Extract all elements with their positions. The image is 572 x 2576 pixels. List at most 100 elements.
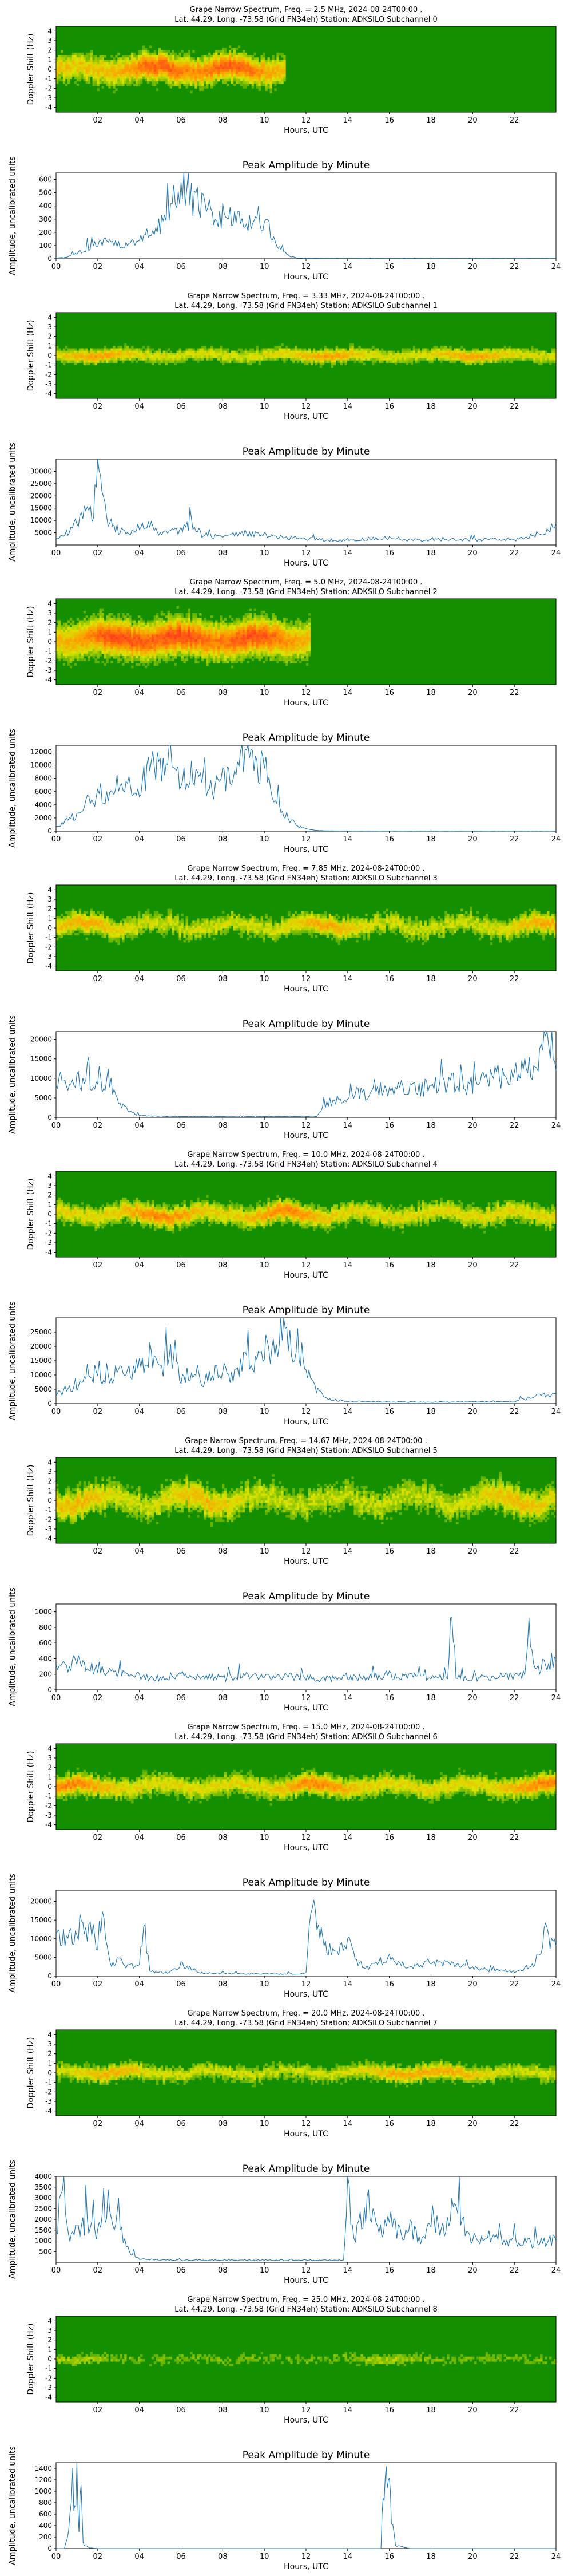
spectrogram-cell [167, 639, 170, 642]
spectrogram-cell [242, 646, 245, 649]
spectrogram-cell [149, 76, 152, 80]
spectrogram-cell [144, 355, 148, 358]
spectrogram-cell [401, 353, 404, 356]
spectrogram-cell [133, 355, 136, 358]
spectrogram-cell [210, 84, 213, 86]
spectrogram-cell [220, 634, 223, 638]
spectrogram-cell [290, 658, 293, 661]
spectrogram-cell [237, 630, 241, 633]
spectrogram-cell [242, 57, 245, 60]
spectrogram-cell [185, 350, 188, 354]
spectrogram-cell [74, 362, 77, 366]
spectrogram-cell [183, 57, 186, 60]
spectrogram-cell [78, 72, 82, 74]
spectrogram-cell [172, 646, 174, 649]
spectrogram-cell [215, 644, 218, 647]
spectrogram-cell [228, 627, 232, 630]
spectrogram-cell [113, 66, 116, 70]
spectrogram-cell [156, 76, 159, 80]
spectrogram-cell [222, 658, 225, 661]
spectrogram-cell [363, 358, 366, 361]
spectrogram-cell [204, 69, 206, 72]
spectrogram-cell [249, 642, 252, 645]
spectrogram-cell [274, 639, 277, 642]
spectrogram-cell [260, 625, 263, 628]
spectrogram-cell [201, 353, 204, 356]
spectrogram-cell [208, 62, 211, 65]
spectrogram-cell [62, 55, 66, 58]
spectrogram-cell [124, 625, 127, 628]
spectrogram-cell [304, 360, 307, 363]
spectrogram-cell [258, 653, 261, 657]
spectrogram-cell [249, 78, 252, 82]
spectrogram-cell [204, 74, 206, 77]
spectrogram-cell [126, 60, 129, 62]
spectrogram-cell [424, 348, 427, 351]
spectrogram-cell [272, 651, 275, 654]
spectrogram-cell [167, 630, 170, 633]
spectrogram-cell [247, 653, 250, 657]
spectrogram-cell [83, 60, 86, 62]
spectrogram-cell [124, 661, 127, 663]
spectrogram-cell [90, 646, 93, 649]
spectrogram-cell [97, 639, 100, 642]
spectrogram-cell [156, 639, 159, 642]
spectrogram-cell [181, 644, 184, 647]
spectrogram-cell [244, 66, 248, 70]
spectrogram-cell [279, 646, 281, 649]
spectrogram-cell [76, 66, 80, 70]
spectrogram-cell [247, 634, 250, 638]
spectrogram-cell [83, 76, 86, 80]
spectrogram-cell [454, 355, 456, 358]
spectrogram-cell [233, 353, 236, 356]
spectrogram-cell [256, 64, 259, 68]
spectrogram-cell [76, 649, 80, 652]
spectrogram-cell [222, 358, 225, 361]
spectrogram-cell [204, 350, 206, 354]
spectrogram-cell [356, 350, 359, 354]
spectrogram-cell [242, 656, 245, 659]
spectrogram-cell [276, 66, 279, 70]
spectrogram-cell [222, 81, 225, 84]
spectrogram-cell [185, 348, 188, 351]
x-tick-label: 18 [426, 689, 436, 697]
spectrogram-cell [58, 69, 61, 72]
spectrogram-cell [258, 86, 261, 89]
spectrogram-cell [117, 651, 120, 654]
spectrogram-cell [208, 78, 211, 82]
spectrogram-cell [281, 355, 284, 358]
spectrogram-cell [244, 651, 248, 654]
spectrogram-cell [265, 630, 268, 633]
spectrogram-cell [81, 632, 84, 635]
spectrogram-cell [349, 350, 352, 354]
spectrogram-cell [176, 634, 179, 638]
spectrogram-cell [72, 625, 75, 628]
spectrogram-cell [92, 642, 95, 645]
spectrogram-cell [201, 625, 204, 628]
spectrogram-cell [178, 69, 181, 72]
spectrogram-cell [153, 649, 157, 652]
spectrogram-cell [476, 360, 479, 363]
spectrogram-cell [197, 60, 200, 62]
spectrogram-cell [117, 656, 120, 659]
spectrogram-cell [129, 76, 132, 80]
spectrogram-cell [78, 656, 82, 659]
amplitude-series-line [55, 172, 557, 259]
spectrogram-cell [267, 632, 270, 635]
spectrogram-cell [204, 72, 206, 74]
spectrogram-cell [117, 64, 120, 68]
spectrogram-cell [233, 360, 236, 363]
spectrogram-cell [101, 76, 104, 80]
spectrogram-cell [467, 358, 470, 361]
spectrogram-cell [417, 350, 420, 354]
spectrogram-cell [199, 637, 202, 640]
spectrogram-cell [151, 360, 154, 363]
spectrogram-cell [149, 360, 152, 363]
spectrogram-cell [115, 78, 118, 82]
spectrogram-cell [149, 353, 152, 356]
spectrogram-cell [288, 656, 291, 659]
spectrogram-cell [240, 658, 243, 661]
spectrogram-cell [251, 637, 255, 640]
spectrogram-cell [113, 637, 116, 640]
spectrogram-cell [101, 649, 104, 652]
